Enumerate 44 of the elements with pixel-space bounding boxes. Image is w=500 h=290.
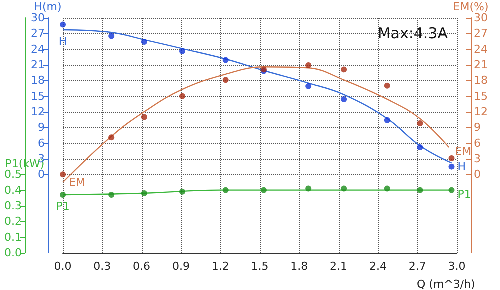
x-tick-label: 2.7 [408, 260, 426, 273]
text: H [458, 160, 466, 174]
y-axis-title: H(m) [34, 0, 62, 14]
y2-tick-label: 30 [474, 12, 488, 24]
y-tick-label: 27 [31, 27, 45, 40]
series-label: P1 [56, 200, 70, 214]
y-tick-label: 12 [31, 106, 45, 118]
series-label: H [58, 35, 68, 48]
x-tick-label: 2.1 [330, 260, 348, 273]
x-tick-label: 1.8 [290, 260, 308, 273]
y3-tick-label: 0.3 [4, 200, 22, 212]
x-tick-label: 1.2 [212, 260, 230, 273]
y2-tick-label: 6 [474, 136, 481, 150]
y-tick-label: 24 [31, 42, 45, 56]
y3-tick-label: 0.5 [4, 168, 22, 182]
y2-tick-label: 12 [474, 106, 488, 118]
y-tick-label: 15 [31, 90, 45, 103]
y3-tick-label: 0.0 [4, 246, 22, 260]
y2-axis-title: EM(%) [453, 0, 489, 14]
y2-tick-label: 18 [474, 74, 488, 88]
x-axis-title: Q (m^3/h) [417, 278, 476, 290]
series-label: EM [69, 176, 86, 189]
y2-tick-label: 15 [474, 90, 488, 103]
y-tick-label: 18 [31, 74, 45, 88]
y3-tick-label: 0.4 [4, 184, 22, 197]
y2-tick-label: 9 [474, 121, 481, 134]
x-tick-label: 0.9 [172, 260, 190, 273]
y-tick-label: 21 [31, 58, 45, 72]
x-tick-label: 0.0 [54, 260, 72, 273]
y3-tick-label: 0.1 [4, 230, 22, 244]
y-tick-label: 30 [31, 12, 45, 24]
y2-tick-label: 24 [474, 42, 488, 56]
y2-tick-label: 3 [474, 152, 481, 166]
y3-tick-label: 0.2 [4, 215, 22, 228]
text: EM [455, 145, 472, 158]
y2-tick-label: 0 [474, 168, 481, 182]
y2-tick-label: 21 [474, 58, 488, 72]
text: P1 [458, 188, 472, 201]
x-tick-label: 2.4 [369, 260, 387, 273]
x-tick-label: 1.5 [251, 260, 269, 273]
x-tick-label: 3.0 [448, 260, 466, 273]
y2-tick-label: 27 [474, 27, 488, 40]
x-tick-label: 0.3 [94, 260, 112, 273]
x-tick-label: 0.6 [133, 260, 151, 273]
